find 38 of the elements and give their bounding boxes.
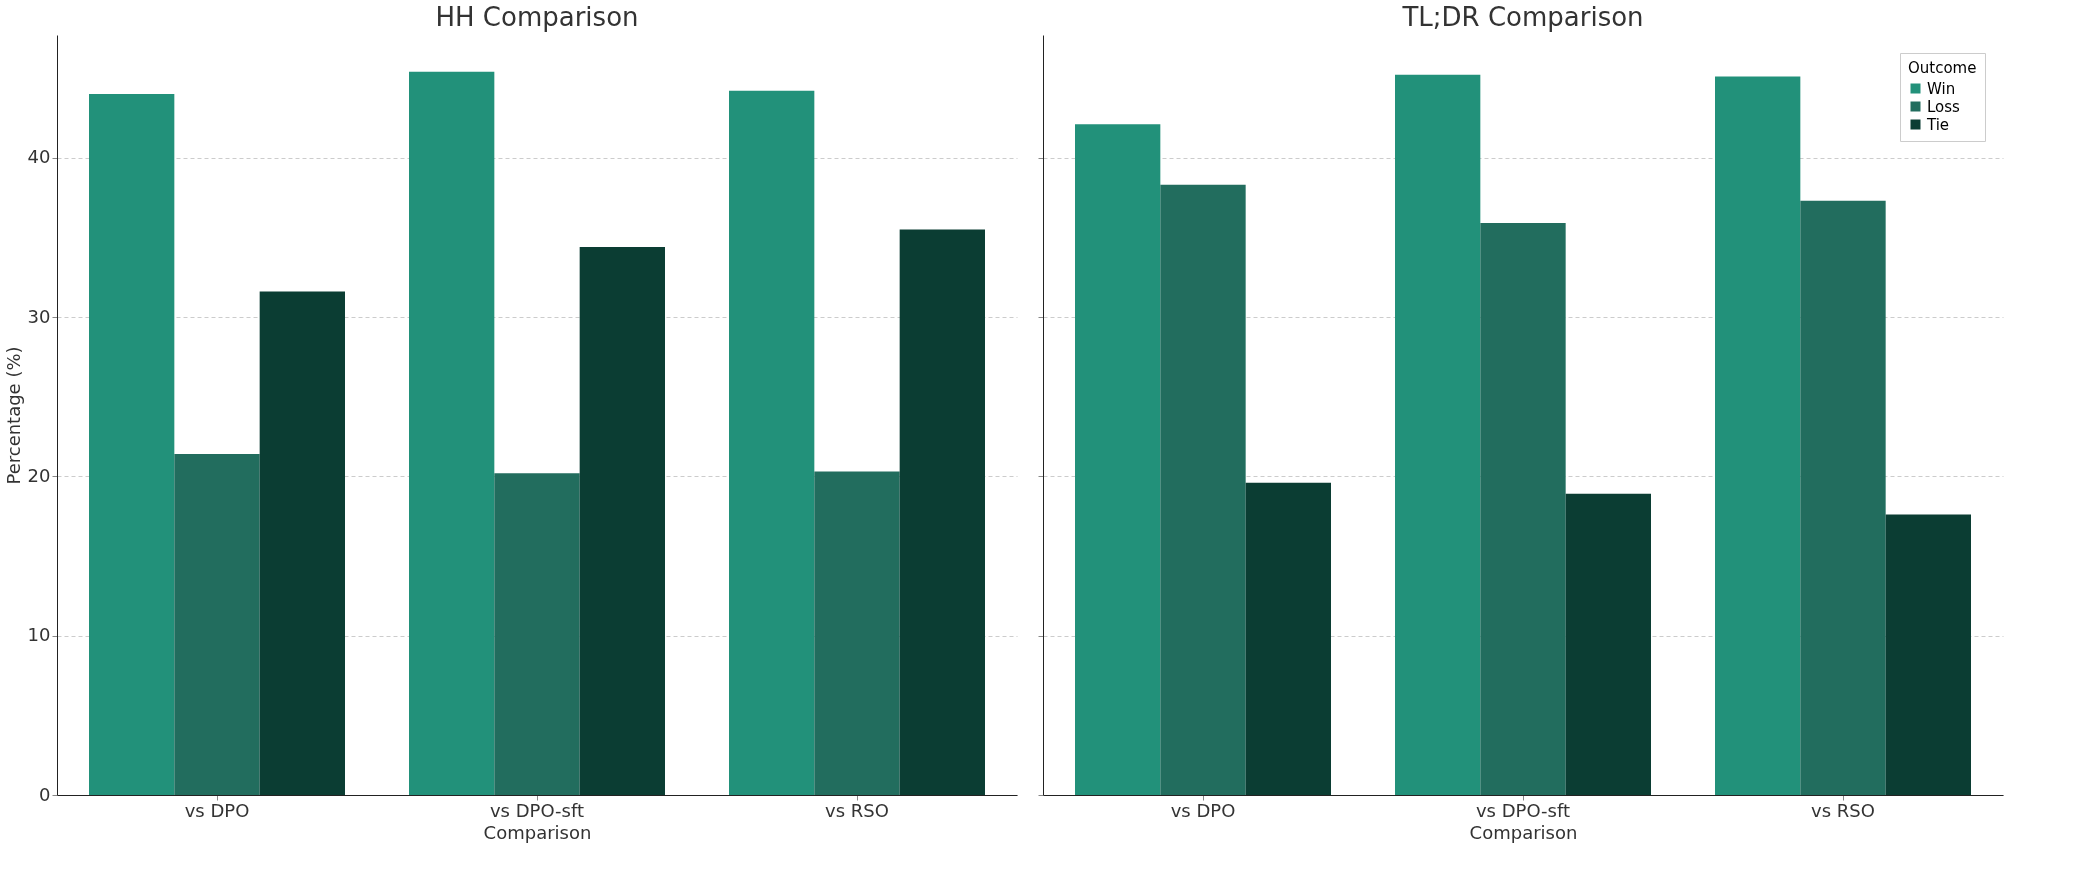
legend-title: Outcome <box>1908 59 1977 77</box>
x-tick-label: vs RSO <box>1811 799 1875 821</box>
x-tick-label: vs DPO <box>184 799 250 821</box>
y-tick-label: 20 <box>27 464 51 486</box>
x-axis-title: Comparison <box>483 821 592 843</box>
chart-title: HH Comparison <box>435 2 639 32</box>
bar <box>1245 482 1331 795</box>
bar <box>89 93 175 795</box>
bar <box>1885 514 1971 795</box>
y-tick-label: 30 <box>27 305 51 327</box>
chart-title: TL;DR Comparison <box>1401 2 1644 32</box>
bar <box>1800 200 1886 795</box>
bar <box>1160 184 1246 795</box>
x-tick-label: vs DPO-sft <box>489 799 585 821</box>
bar <box>729 90 815 795</box>
x-tick-label: vs RSO <box>825 799 889 821</box>
legend-label: Tie <box>1926 115 1950 134</box>
x-axis-title: Comparison <box>1469 821 1578 843</box>
y-tick-label: 0 <box>39 783 51 805</box>
bar <box>1395 74 1481 795</box>
x-tick-label: vs DPO <box>1170 799 1236 821</box>
bar <box>1565 493 1651 795</box>
bar <box>409 71 495 795</box>
bar <box>174 454 260 795</box>
bar <box>259 291 345 795</box>
y-tick-label: 40 <box>27 146 51 168</box>
bar <box>814 471 900 795</box>
y-tick-label: 10 <box>27 624 51 646</box>
bar <box>494 473 580 795</box>
legend-label: Loss <box>1927 97 1961 116</box>
bar <box>899 229 985 795</box>
y-axis-title: Percentage (%) <box>2 346 24 485</box>
bar <box>1075 124 1161 795</box>
bar <box>579 246 665 795</box>
legend-label: Win <box>1927 79 1956 98</box>
x-tick-label: vs DPO-sft <box>1475 799 1571 821</box>
bar <box>1480 223 1566 795</box>
bar <box>1715 76 1801 795</box>
